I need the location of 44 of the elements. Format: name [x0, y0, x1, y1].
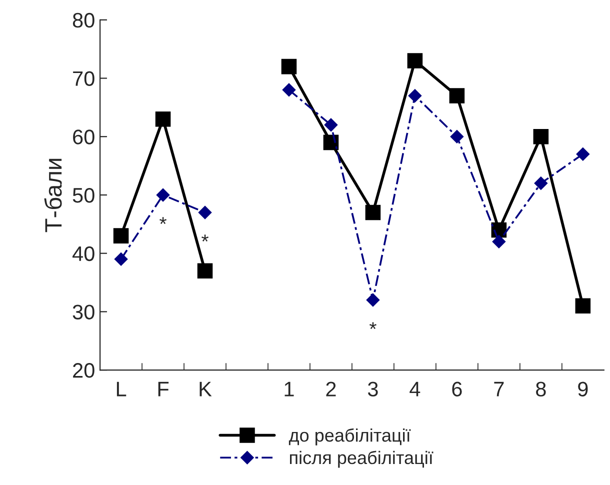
x-tick-label: 4	[410, 382, 420, 396]
point	[113, 228, 129, 244]
point	[366, 293, 380, 307]
point	[156, 188, 170, 202]
x-tick-label: 1	[284, 382, 294, 396]
y-tick-label: 50	[72, 188, 94, 203]
x-tick-label: L	[116, 382, 126, 396]
x-tick-label: 8	[536, 382, 546, 396]
legend-label: до реабілітації	[288, 428, 411, 446]
point	[449, 88, 465, 104]
point	[197, 263, 213, 278]
x-tick-label: 6	[452, 382, 462, 396]
x-tick-label: 3	[368, 382, 378, 396]
x-tick-label: K	[200, 382, 212, 396]
y-tick-label: 80	[72, 12, 94, 28]
point	[114, 252, 128, 266]
point	[408, 89, 422, 102]
y-tick-label: 20	[73, 363, 94, 378]
x-tick-label: 2	[326, 382, 336, 396]
point	[365, 204, 381, 220]
point	[407, 53, 423, 68]
point	[534, 176, 548, 190]
x-tick-label: 9	[578, 382, 588, 396]
point	[576, 148, 590, 161]
y-tick-label: 70	[73, 71, 94, 86]
annotation: *	[202, 234, 208, 242]
annotation: *	[369, 322, 376, 330]
point	[198, 206, 212, 220]
legend-label: після реабілітації	[290, 450, 434, 468]
annotation: *	[160, 217, 167, 224]
point	[281, 58, 297, 74]
point	[575, 298, 591, 314]
point	[533, 128, 549, 144]
point	[282, 83, 296, 97]
point	[324, 118, 338, 132]
x-tick-label: F	[158, 382, 169, 396]
y-axis-title: Т-бали	[44, 158, 62, 232]
point	[450, 130, 464, 144]
y-tick-label: 40	[72, 246, 94, 262]
point	[492, 235, 506, 248]
y-tick-label: 30	[72, 304, 94, 320]
x-tick-label: 7	[494, 382, 504, 396]
point	[155, 111, 171, 127]
y-tick-label: 60	[73, 130, 94, 144]
